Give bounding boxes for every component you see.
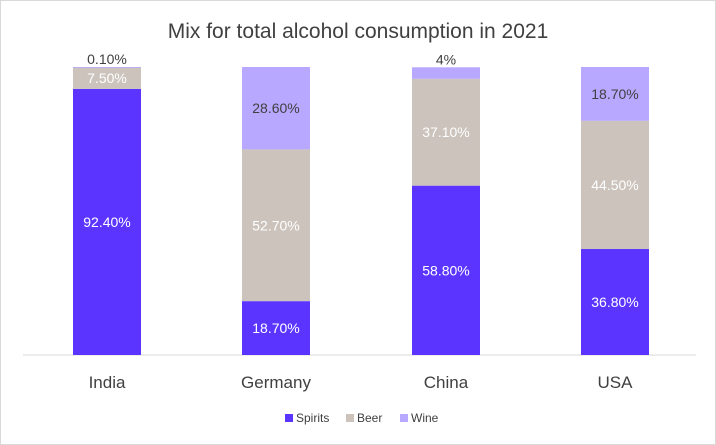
data-label-usa-spirits: 36.80% (591, 294, 638, 310)
data-label-germany-beer: 52.70% (252, 217, 299, 233)
legend-label-beer: Beer (357, 411, 382, 425)
category-label-india: India (89, 373, 126, 392)
category-label-usa: USA (598, 373, 634, 392)
data-label-usa-beer: 44.50% (591, 177, 638, 193)
bar-india-wine (73, 67, 141, 68)
data-labels-group: 92.40% 7.50% 0.10% 18.70% 52.70% 28.60% 58.80%… (83, 51, 638, 336)
category-labels-group: India Germany China USA (89, 373, 634, 392)
bar-china-wine (412, 67, 480, 79)
data-label-usa-wine: 18.70% (591, 86, 638, 102)
bar-india-spirits (73, 88, 141, 355)
bar-germany-beer (242, 149, 310, 302)
data-label-india-wine: 0.10% (87, 51, 127, 67)
legend-swatch-wine (400, 414, 408, 422)
data-label-china-wine: 4% (436, 51, 456, 67)
legend: Spirits Beer Wine (285, 411, 439, 425)
category-label-china: China (424, 373, 469, 392)
bar-china-beer (412, 78, 480, 186)
bar-india-beer (73, 67, 141, 89)
bar-germany-wine (242, 67, 310, 150)
bar-usa-wine (581, 67, 649, 121)
data-label-india-beer: 7.50% (87, 70, 127, 86)
bar-germany-spirits (242, 301, 310, 355)
data-label-india-spirits: 92.40% (83, 214, 130, 230)
chart-title: Mix for total alcohol consumption in 202… (168, 20, 549, 43)
data-label-china-spirits: 58.80% (422, 262, 469, 278)
legend-swatch-spirits (285, 414, 293, 422)
data-label-germany-wine: 28.60% (252, 100, 299, 116)
category-label-germany: Germany (241, 373, 311, 392)
data-label-china-beer: 37.10% (422, 124, 469, 140)
bars-group (73, 67, 649, 355)
bar-china-spirits (412, 185, 480, 355)
legend-label-spirits: Spirits (296, 411, 329, 425)
bar-usa-beer (581, 120, 649, 250)
legend-label-wine: Wine (411, 411, 439, 425)
data-label-germany-spirits: 18.70% (252, 320, 299, 336)
legend-swatch-beer (346, 414, 354, 422)
bar-usa-spirits (581, 249, 649, 355)
